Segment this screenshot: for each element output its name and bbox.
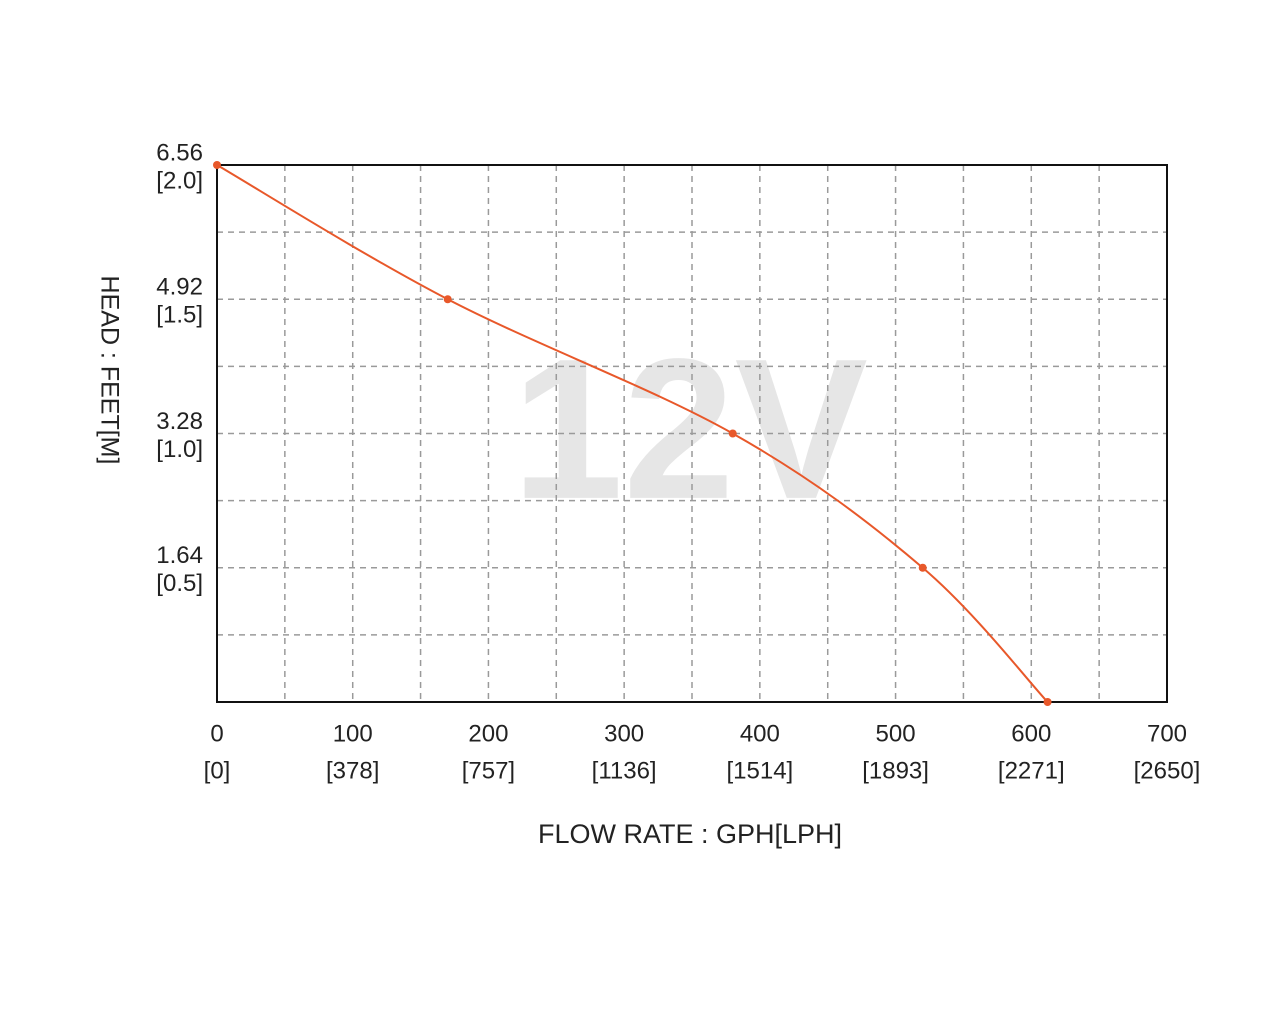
point <box>918 563 927 572</box>
x-tick-label: 700 <box>1147 720 1187 747</box>
x-tick-label: 100 <box>333 720 373 747</box>
x-tick-label: 0 <box>210 720 223 747</box>
x-tick-label: 200 <box>468 720 508 747</box>
point <box>1043 698 1052 706</box>
y-tick-label: 6.56 <box>156 139 203 166</box>
point <box>728 429 737 438</box>
x-tick-label: 500 <box>876 720 916 747</box>
y-axis-label: HEAD : FEET[M] <box>95 276 123 465</box>
curve <box>216 164 1049 703</box>
x-tick-label: 400 <box>740 720 780 747</box>
point <box>443 295 452 304</box>
x-tick-label: 300 <box>604 720 644 747</box>
plot-frame <box>216 164 1168 703</box>
y-tick-label: 3.28 <box>156 408 203 435</box>
x-axis-label: FLOW RATE : GPH[LPH] <box>538 819 842 849</box>
x-tick-sublabel: [1136] <box>592 757 657 784</box>
x-tick-label: 600 <box>1011 720 1051 747</box>
grid <box>216 164 1168 703</box>
x-tick-sublabel: [0] <box>204 757 231 784</box>
x-tick-sublabel: [757] <box>462 757 515 784</box>
y-tick-label: 4.92 <box>156 274 203 301</box>
watermark: 12V <box>512 318 868 541</box>
point <box>213 161 221 169</box>
x-tick-sublabel: [2271] <box>998 757 1065 784</box>
x-tick-sublabel: [378] <box>326 757 379 784</box>
y-tick-label: 1.64 <box>156 542 203 569</box>
y-tick-sublabel: [1.5] <box>156 302 203 329</box>
y-tick-sublabel: [0.5] <box>156 570 203 597</box>
y-tick-sublabel: [2.0] <box>156 167 203 194</box>
x-tick-sublabel: [2650] <box>1134 757 1201 784</box>
x-tick-sublabel: [1514] <box>726 757 793 784</box>
y-tick-sublabel: [1.0] <box>156 436 203 463</box>
x-tick-sublabel: [1893] <box>862 757 929 784</box>
